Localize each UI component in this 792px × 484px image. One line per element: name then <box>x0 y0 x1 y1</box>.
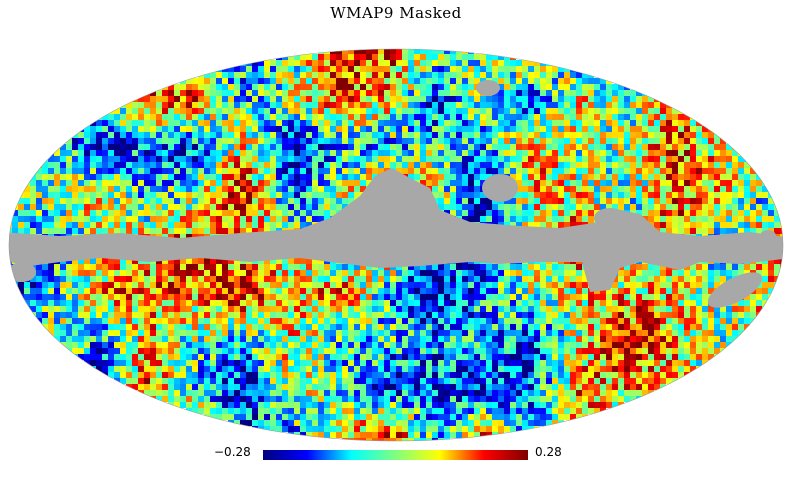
map-title: WMAP9 Masked <box>330 4 462 22</box>
colorbar-max-label: 0.28 <box>535 445 562 459</box>
colorbar-gradient <box>263 450 528 460</box>
galactic-mask <box>9 80 783 308</box>
colorbar <box>263 450 528 460</box>
colorbar-min-label: −0.28 <box>214 445 251 459</box>
